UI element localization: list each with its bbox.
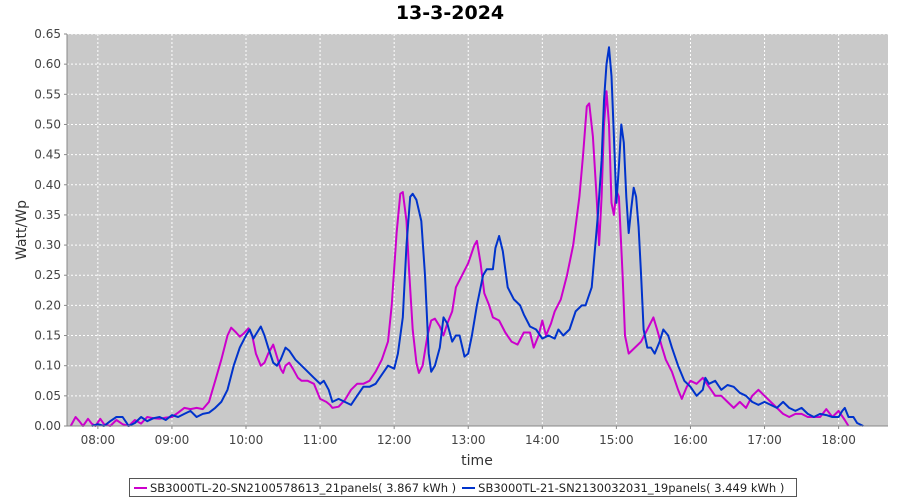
y-tick-label: 0.30 xyxy=(34,238,61,252)
x-tick-label: 14:00 xyxy=(525,433,560,447)
legend-swatch-series-2 xyxy=(462,486,476,489)
x-axis-label: time xyxy=(461,453,493,469)
legend: SB3000TL-20-SN2100578613_21panels( 3.867… xyxy=(129,478,798,497)
y-tick-label: 0.05 xyxy=(34,389,61,403)
y-tick-label: 0.00 xyxy=(34,419,61,433)
y-tick-label: 0.65 xyxy=(34,27,61,41)
plot-background xyxy=(67,34,888,426)
x-tick-label: 10:00 xyxy=(229,433,264,447)
y-tick-label: 0.10 xyxy=(34,359,61,373)
x-tick-label: 18:00 xyxy=(821,433,856,447)
x-tick-label: 12:00 xyxy=(377,433,412,447)
y-axis-label: Watt/Wp xyxy=(14,200,30,260)
x-tick-label: 15:00 xyxy=(599,433,634,447)
series-lines xyxy=(69,46,864,427)
series-line-2 xyxy=(91,46,864,427)
y-axis-ticks: 0.00 0.05 0.10 0.15 0.20 0.25 0.30 0.35 0.40 0.45… xyxy=(34,27,67,433)
legend-swatch-series-1 xyxy=(134,486,147,489)
x-axis-ticks: 08:00 09:00 10:00 11:00 12:00 13:00 14:00 15:00… xyxy=(81,426,856,447)
x-tick-label: 09:00 xyxy=(155,433,190,447)
x-tick-label: 08:00 xyxy=(81,433,116,447)
y-tick-label: 0.15 xyxy=(34,329,61,343)
y-tick-label: 0.20 xyxy=(34,298,61,312)
x-tick-label: 16:00 xyxy=(673,433,708,447)
legend-label-series-1: SB3000TL-20-SN2100578613_21panels( 3.867… xyxy=(150,480,457,495)
legend-item-series-1: SB3000TL-20-SN2100578613_21panels( 3.867… xyxy=(134,481,456,495)
x-tick-label: 17:00 xyxy=(747,433,782,447)
legend-label-series-2: SB3000TL-21-SN2130032031_19panels( 3.449… xyxy=(478,480,785,495)
y-tick-label: 0.60 xyxy=(34,57,61,71)
x-tick-label: 11:00 xyxy=(303,433,338,447)
chart-title: 13-3-2024 xyxy=(395,2,505,24)
legend-item-series-2: SB3000TL-21-SN2130032031_19panels( 3.449… xyxy=(462,481,784,495)
y-tick-label: 0.40 xyxy=(34,178,61,192)
y-tick-label: 0.25 xyxy=(34,268,61,282)
y-tick-label: 0.35 xyxy=(34,208,61,222)
y-tick-label: 0.50 xyxy=(34,117,61,131)
y-tick-label: 0.45 xyxy=(34,148,61,162)
y-tick-label: 0.55 xyxy=(34,87,61,101)
x-tick-label: 13:00 xyxy=(451,433,486,447)
grid-lines xyxy=(67,33,888,426)
